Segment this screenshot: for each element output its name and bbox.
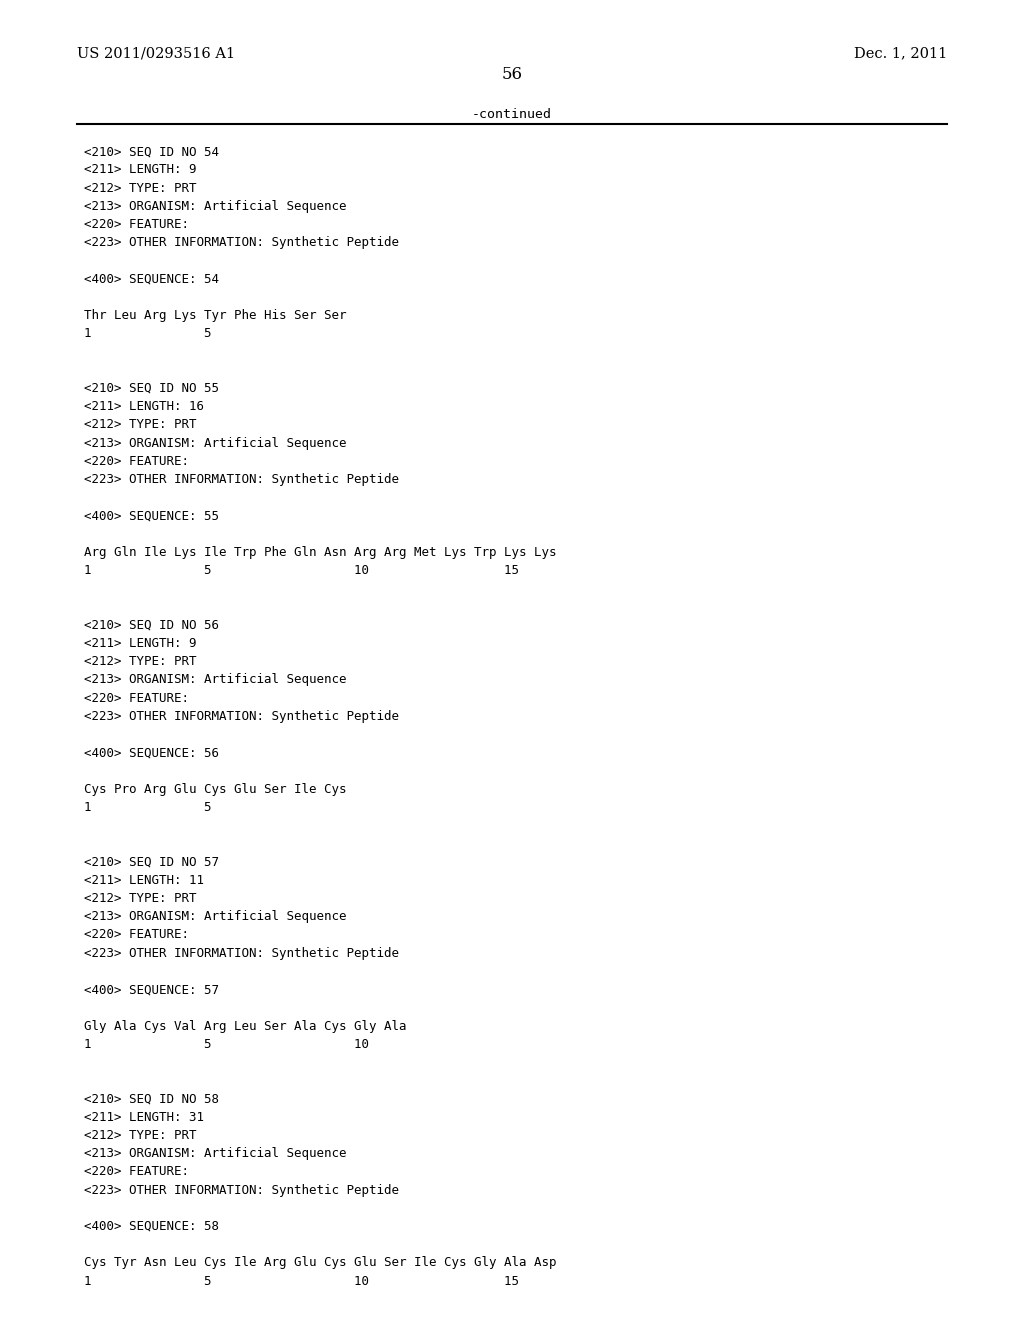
- Text: 1               5                   10                  15: 1 5 10 15: [84, 564, 519, 577]
- Text: <400> SEQUENCE: 55: <400> SEQUENCE: 55: [84, 510, 219, 523]
- Text: <211> LENGTH: 9: <211> LENGTH: 9: [84, 638, 197, 649]
- Text: Thr Leu Arg Lys Tyr Phe His Ser Ser: Thr Leu Arg Lys Tyr Phe His Ser Ser: [84, 309, 346, 322]
- Text: <223> OTHER INFORMATION: Synthetic Peptide: <223> OTHER INFORMATION: Synthetic Pepti…: [84, 236, 399, 249]
- Text: <211> LENGTH: 16: <211> LENGTH: 16: [84, 400, 204, 413]
- Text: 1               5                   10: 1 5 10: [84, 1038, 369, 1051]
- Text: <220> FEATURE:: <220> FEATURE:: [84, 1166, 189, 1179]
- Text: <211> LENGTH: 9: <211> LENGTH: 9: [84, 164, 197, 177]
- Text: <220> FEATURE:: <220> FEATURE:: [84, 218, 189, 231]
- Text: 1               5                   10                  15: 1 5 10 15: [84, 1275, 519, 1287]
- Text: Dec. 1, 2011: Dec. 1, 2011: [854, 46, 947, 61]
- Text: 1               5: 1 5: [84, 801, 212, 814]
- Text: <211> LENGTH: 31: <211> LENGTH: 31: [84, 1110, 204, 1123]
- Text: Arg Gln Ile Lys Ile Trp Phe Gln Asn Arg Arg Met Lys Trp Lys Lys: Arg Gln Ile Lys Ile Trp Phe Gln Asn Arg …: [84, 546, 556, 558]
- Text: Gly Ala Cys Val Arg Leu Ser Ala Cys Gly Ala: Gly Ala Cys Val Arg Leu Ser Ala Cys Gly …: [84, 1019, 407, 1032]
- Text: <213> ORGANISM: Artificial Sequence: <213> ORGANISM: Artificial Sequence: [84, 199, 346, 213]
- Text: <400> SEQUENCE: 57: <400> SEQUENCE: 57: [84, 983, 219, 997]
- Text: <210> SEQ ID NO 57: <210> SEQ ID NO 57: [84, 855, 219, 869]
- Text: Cys Tyr Asn Leu Cys Ile Arg Glu Cys Glu Ser Ile Cys Gly Ala Asp: Cys Tyr Asn Leu Cys Ile Arg Glu Cys Glu …: [84, 1257, 556, 1270]
- Text: <400> SEQUENCE: 56: <400> SEQUENCE: 56: [84, 746, 219, 759]
- Text: <223> OTHER INFORMATION: Synthetic Peptide: <223> OTHER INFORMATION: Synthetic Pepti…: [84, 1184, 399, 1196]
- Text: <210> SEQ ID NO 56: <210> SEQ ID NO 56: [84, 619, 219, 632]
- Text: <212> TYPE: PRT: <212> TYPE: PRT: [84, 418, 197, 432]
- Text: <400> SEQUENCE: 58: <400> SEQUENCE: 58: [84, 1220, 219, 1233]
- Text: US 2011/0293516 A1: US 2011/0293516 A1: [77, 46, 234, 61]
- Text: <212> TYPE: PRT: <212> TYPE: PRT: [84, 892, 197, 906]
- Text: 1               5: 1 5: [84, 327, 212, 341]
- Text: <223> OTHER INFORMATION: Synthetic Peptide: <223> OTHER INFORMATION: Synthetic Pepti…: [84, 946, 399, 960]
- Text: <211> LENGTH: 11: <211> LENGTH: 11: [84, 874, 204, 887]
- Text: <213> ORGANISM: Artificial Sequence: <213> ORGANISM: Artificial Sequence: [84, 911, 346, 923]
- Text: <213> ORGANISM: Artificial Sequence: <213> ORGANISM: Artificial Sequence: [84, 437, 346, 450]
- Text: <213> ORGANISM: Artificial Sequence: <213> ORGANISM: Artificial Sequence: [84, 673, 346, 686]
- Text: <213> ORGANISM: Artificial Sequence: <213> ORGANISM: Artificial Sequence: [84, 1147, 346, 1160]
- Text: <220> FEATURE:: <220> FEATURE:: [84, 692, 189, 705]
- Text: 56: 56: [502, 66, 522, 83]
- Text: <212> TYPE: PRT: <212> TYPE: PRT: [84, 182, 197, 194]
- Text: Cys Pro Arg Glu Cys Glu Ser Ile Cys: Cys Pro Arg Glu Cys Glu Ser Ile Cys: [84, 783, 346, 796]
- Text: <210> SEQ ID NO 54: <210> SEQ ID NO 54: [84, 145, 219, 158]
- Text: <223> OTHER INFORMATION: Synthetic Peptide: <223> OTHER INFORMATION: Synthetic Pepti…: [84, 710, 399, 723]
- Text: <220> FEATURE:: <220> FEATURE:: [84, 455, 189, 467]
- Text: <400> SEQUENCE: 54: <400> SEQUENCE: 54: [84, 273, 219, 285]
- Text: <220> FEATURE:: <220> FEATURE:: [84, 928, 189, 941]
- Text: <210> SEQ ID NO 58: <210> SEQ ID NO 58: [84, 1093, 219, 1105]
- Text: <212> TYPE: PRT: <212> TYPE: PRT: [84, 655, 197, 668]
- Text: <212> TYPE: PRT: <212> TYPE: PRT: [84, 1129, 197, 1142]
- Text: <210> SEQ ID NO 55: <210> SEQ ID NO 55: [84, 381, 219, 395]
- Text: <223> OTHER INFORMATION: Synthetic Peptide: <223> OTHER INFORMATION: Synthetic Pepti…: [84, 473, 399, 486]
- Text: -continued: -continued: [472, 108, 552, 121]
